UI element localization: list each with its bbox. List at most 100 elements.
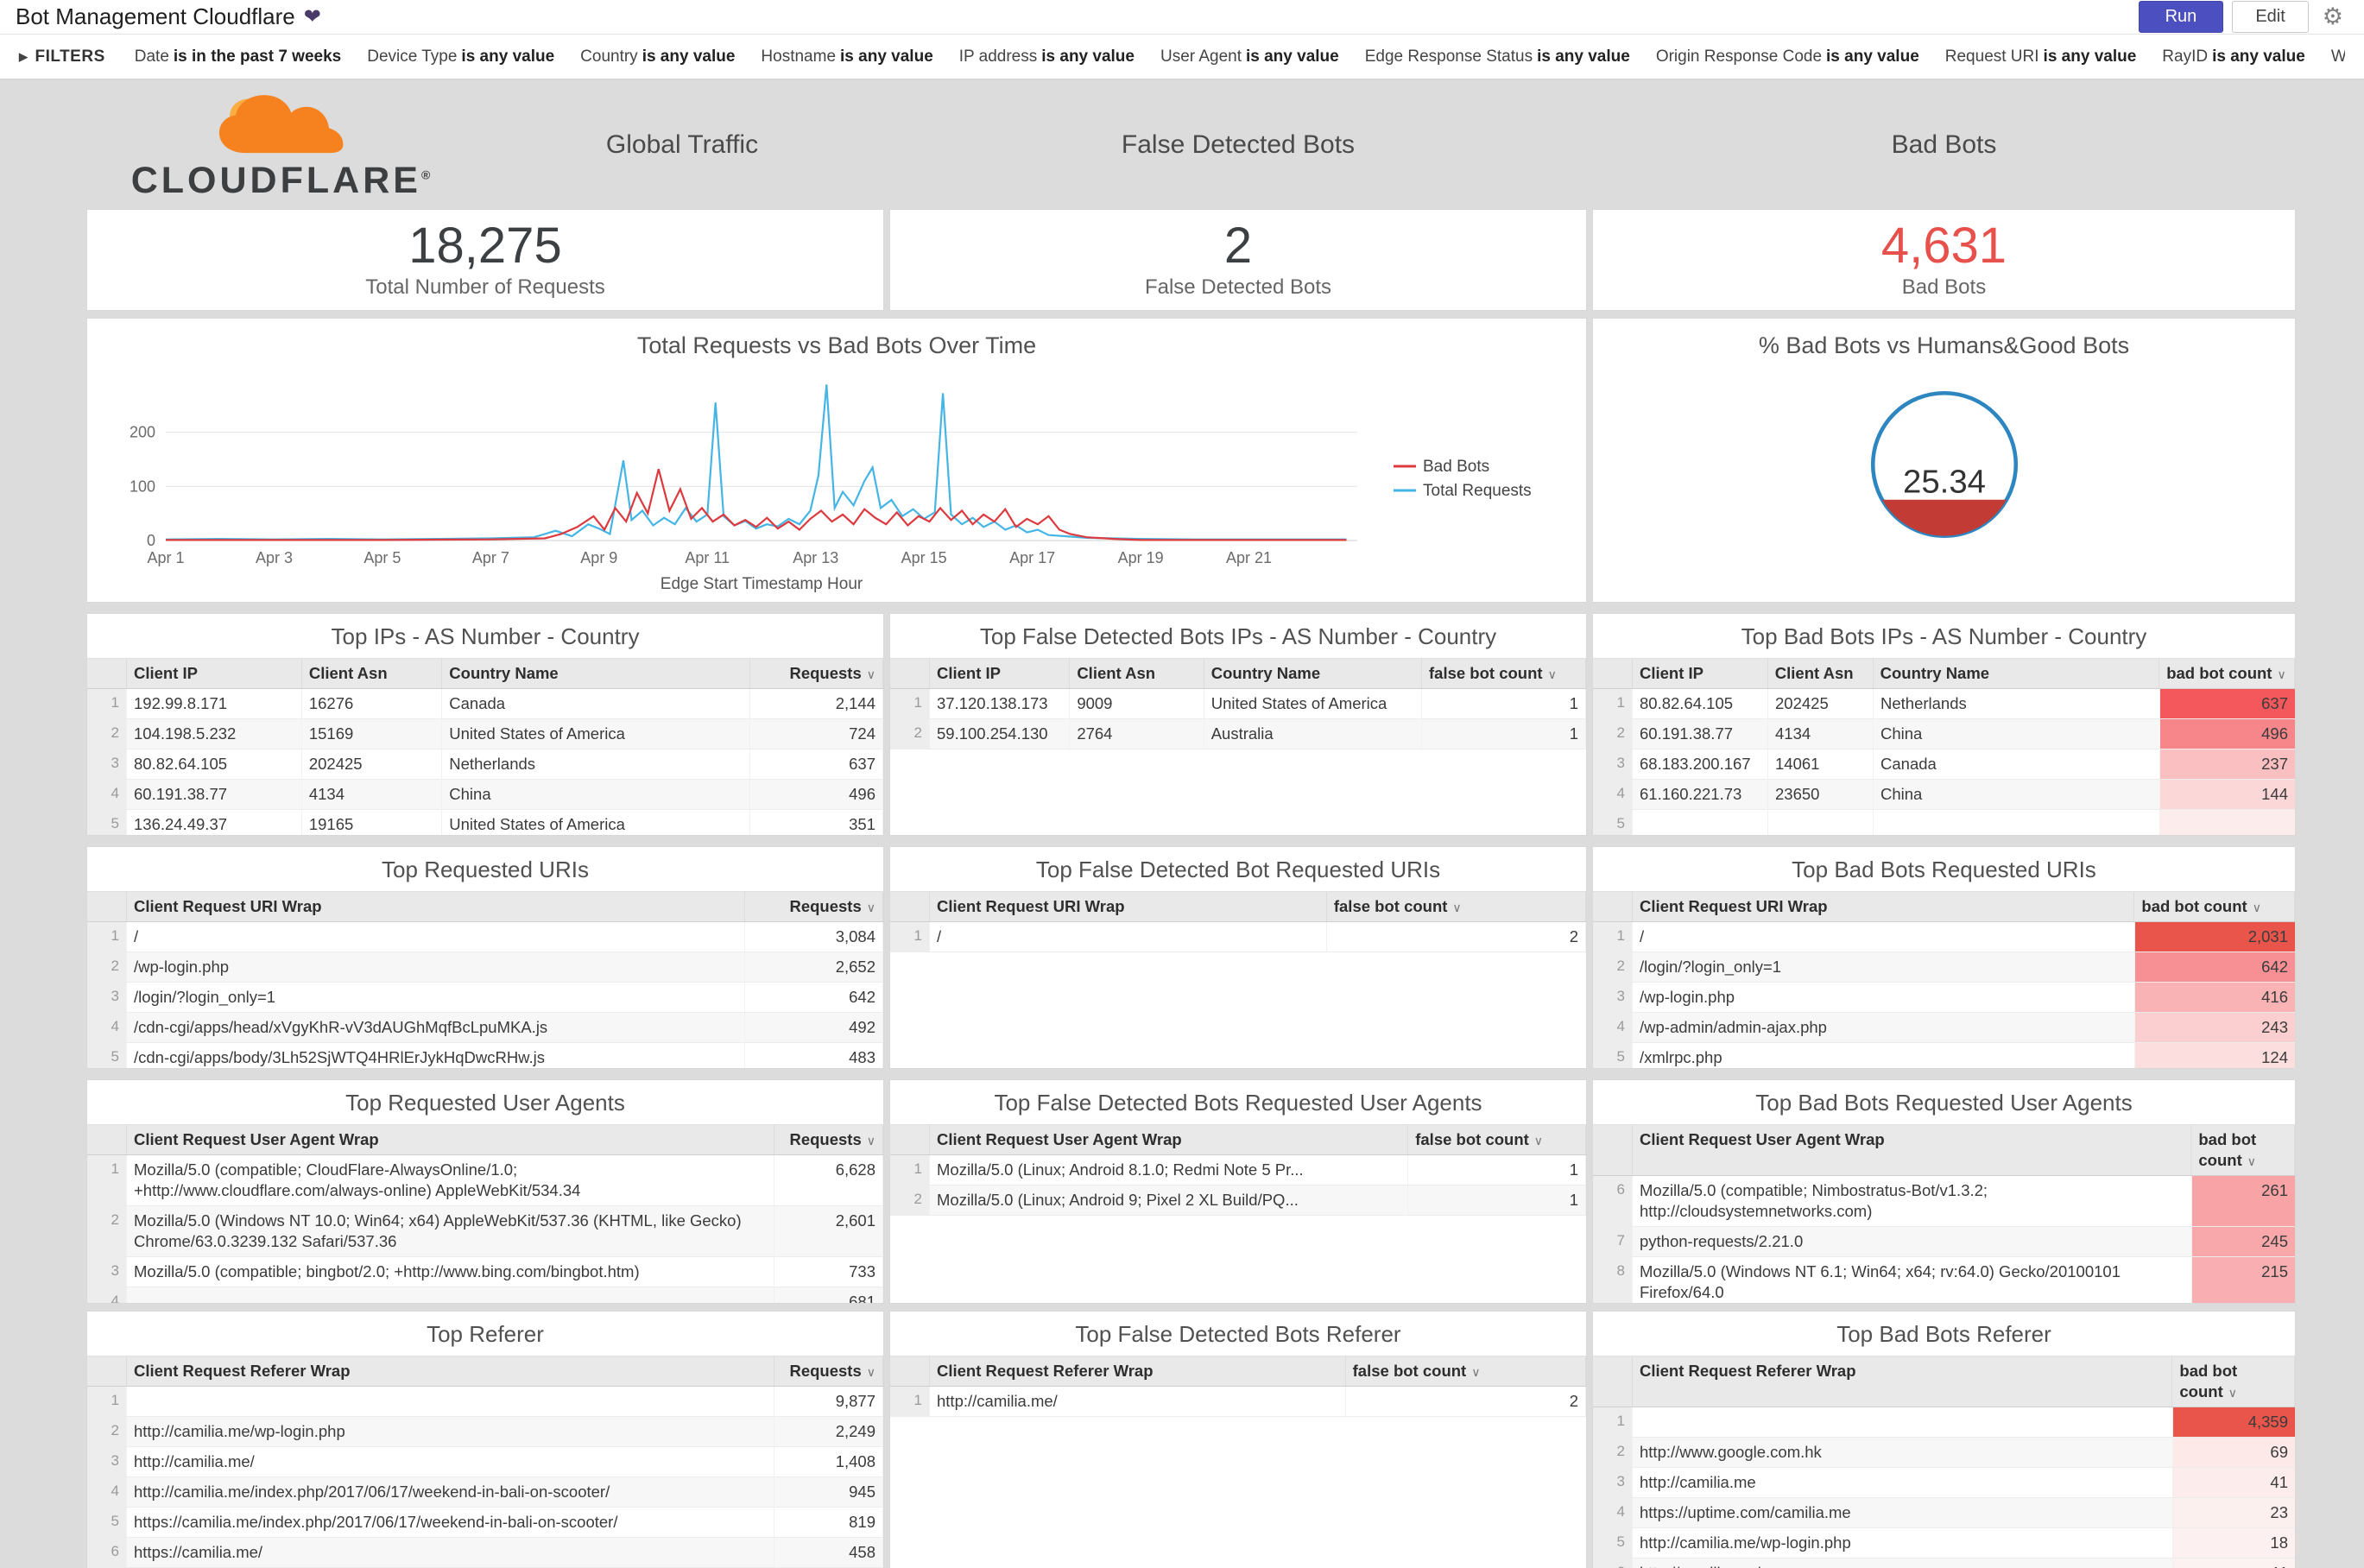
measure-cell[interactable]: 3,084 bbox=[745, 922, 883, 952]
measure-cell[interactable]: 237 bbox=[2160, 749, 2295, 780]
filter-item[interactable]: Country is any value bbox=[580, 47, 735, 66]
column-header[interactable]: bad bot count ∨ bbox=[2172, 1356, 2295, 1407]
measure-cell[interactable]: 243 bbox=[2135, 1013, 2295, 1043]
filter-item[interactable]: Request URI is any value bbox=[1945, 47, 2137, 66]
column-header[interactable]: Requests ∨ bbox=[750, 659, 883, 689]
measure-cell[interactable]: 492 bbox=[745, 1013, 883, 1043]
kpi-value[interactable]: 18,275 bbox=[408, 217, 562, 274]
column-header[interactable]: false bot count ∨ bbox=[1327, 892, 1586, 922]
column-header[interactable]: Client Asn bbox=[1768, 659, 1874, 689]
measure-cell[interactable] bbox=[2160, 810, 2295, 835]
measure-cell[interactable]: 1 bbox=[1422, 719, 1586, 749]
filters-toggle[interactable]: ▶ FILTERS bbox=[19, 47, 105, 66]
measure-cell[interactable]: 215 bbox=[2192, 1257, 2295, 1303]
measure-cell[interactable]: 2,652 bbox=[745, 952, 883, 983]
measure-cell[interactable]: 245 bbox=[2192, 1227, 2295, 1257]
measure-cell[interactable]: 483 bbox=[745, 1043, 883, 1068]
column-header[interactable]: Client Asn bbox=[1070, 659, 1204, 689]
filter-item[interactable]: Origin Response Code is any value bbox=[1656, 47, 1919, 66]
row-number: 4 bbox=[87, 1477, 127, 1508]
measure-cell[interactable]: 819 bbox=[774, 1508, 883, 1538]
measure-cell[interactable]: 458 bbox=[774, 1538, 883, 1568]
column-header[interactable]: false bot count ∨ bbox=[1422, 659, 1586, 689]
measure-cell[interactable]: 2,601 bbox=[774, 1206, 883, 1257]
measure-cell[interactable]: 41 bbox=[2173, 1468, 2295, 1498]
measure-cell[interactable]: 733 bbox=[774, 1257, 883, 1287]
run-button[interactable]: Run bbox=[2138, 1, 2224, 33]
column-header[interactable]: bad bot count ∨ bbox=[2159, 659, 2295, 689]
column-header[interactable]: Country Name bbox=[1204, 659, 1422, 689]
column-header[interactable]: Client IP bbox=[1633, 659, 1768, 689]
table-cell: 192.99.8.171 bbox=[127, 689, 302, 719]
column-header[interactable]: Client Request URI Wrap bbox=[127, 892, 745, 922]
measure-cell[interactable]: 144 bbox=[2160, 780, 2295, 810]
column-header[interactable]: false bot count ∨ bbox=[1408, 1125, 1586, 1155]
column-header[interactable]: Requests ∨ bbox=[774, 1125, 883, 1155]
column-header[interactable]: Country Name bbox=[1874, 659, 2160, 689]
measure-cell[interactable]: 496 bbox=[750, 780, 883, 810]
measure-cell[interactable]: 4,359 bbox=[2173, 1407, 2295, 1438]
column-header[interactable]: Client Request User Agent Wrap bbox=[930, 1125, 1409, 1155]
column-header[interactable]: Client Request Referer Wrap bbox=[1633, 1356, 2173, 1407]
kpi-value[interactable]: 2 bbox=[1223, 217, 1253, 274]
column-header[interactable]: Client Request User Agent Wrap bbox=[127, 1125, 774, 1155]
measure-cell[interactable]: 2 bbox=[1327, 922, 1586, 952]
timeseries-chart[interactable]: 0 100 200 Apr 1 Apr 3 Apr 5 Apr 7 Apr 9 Apr 11 Ap… bbox=[87, 364, 1586, 600]
measure-cell[interactable]: 18 bbox=[2173, 1528, 2295, 1559]
settings-gear-icon[interactable]: ⚙ bbox=[2322, 3, 2343, 29]
measure-cell[interactable]: 6,628 bbox=[774, 1155, 883, 1206]
column-header[interactable]: bad bot count ∨ bbox=[2191, 1125, 2295, 1176]
gauge-chart[interactable]: 25.34 bbox=[1593, 373, 2295, 560]
measure-cell[interactable]: 637 bbox=[750, 749, 883, 780]
measure-cell[interactable]: 124 bbox=[2135, 1043, 2295, 1068]
measure-cell[interactable]: 9,877 bbox=[774, 1387, 883, 1417]
measure-cell[interactable]: 1 bbox=[1408, 1155, 1586, 1185]
measure-cell[interactable]: 637 bbox=[2160, 689, 2295, 719]
measure-cell[interactable]: 2,144 bbox=[750, 689, 883, 719]
measure-cell[interactable]: 1 bbox=[1422, 689, 1586, 719]
measure-cell[interactable]: 642 bbox=[2135, 952, 2295, 983]
measure-cell[interactable]: 2,031 bbox=[2135, 922, 2295, 952]
column-header[interactable]: Requests ∨ bbox=[774, 1356, 883, 1387]
measure-cell[interactable]: 2,249 bbox=[774, 1417, 883, 1447]
column-header[interactable]: Requests ∨ bbox=[745, 892, 883, 922]
measure-cell[interactable]: 1 bbox=[1408, 1185, 1586, 1216]
column-header[interactable]: Client Request User Agent Wrap bbox=[1633, 1125, 2192, 1176]
kpi-value[interactable]: 4,631 bbox=[1880, 217, 2007, 274]
column-header[interactable]: bad bot count ∨ bbox=[2134, 892, 2295, 922]
filter-item[interactable]: Worker Subrequestis... bbox=[2331, 47, 2345, 66]
measure-cell[interactable]: 1,408 bbox=[774, 1447, 883, 1477]
measure-cell[interactable]: 496 bbox=[2160, 719, 2295, 749]
edit-button[interactable]: Edit bbox=[2232, 1, 2309, 33]
column-header[interactable]: Client Request Referer Wrap bbox=[930, 1356, 1346, 1387]
filter-item[interactable]: Device Type is any value bbox=[367, 47, 554, 66]
measure-cell[interactable]: 69 bbox=[2173, 1438, 2295, 1468]
measure-cell[interactable]: 11 bbox=[2173, 1559, 2295, 1568]
measure-cell[interactable]: 23 bbox=[2173, 1498, 2295, 1528]
measure-cell[interactable]: 261 bbox=[2192, 1176, 2295, 1227]
measure-cell[interactable]: 416 bbox=[2135, 983, 2295, 1013]
measure-cell[interactable]: 724 bbox=[750, 719, 883, 749]
filter-item[interactable]: RayID is any value bbox=[2162, 47, 2305, 66]
column-header[interactable]: Client Request URI Wrap bbox=[930, 892, 1327, 922]
column-header[interactable]: Client IP bbox=[930, 659, 1071, 689]
column-header[interactable]: Client Asn bbox=[302, 659, 443, 689]
measure-cell[interactable]: 681 bbox=[774, 1287, 883, 1303]
column-header[interactable]: Country Name bbox=[442, 659, 750, 689]
measure-cell[interactable]: 2 bbox=[1346, 1387, 1586, 1417]
legend-entry[interactable]: Bad Bots bbox=[1394, 458, 1489, 476]
filter-item[interactable]: Date is in the past 7 weeks bbox=[135, 47, 341, 66]
column-header[interactable]: false bot count ∨ bbox=[1346, 1356, 1586, 1387]
filter-item[interactable]: Edge Response Status is any value bbox=[1365, 47, 1630, 66]
filter-item[interactable]: User Agent is any value bbox=[1160, 47, 1339, 66]
column-header[interactable]: Client IP bbox=[127, 659, 302, 689]
measure-cell[interactable]: 642 bbox=[745, 983, 883, 1013]
favorite-heart-icon[interactable]: ❤ bbox=[303, 5, 321, 28]
filter-item[interactable]: Hostname is any value bbox=[761, 47, 932, 66]
column-header[interactable]: Client Request URI Wrap bbox=[1633, 892, 2135, 922]
filter-item[interactable]: IP address is any value bbox=[959, 47, 1135, 66]
legend-entry[interactable]: Total Requests bbox=[1394, 482, 1532, 500]
measure-cell[interactable]: 945 bbox=[774, 1477, 883, 1508]
column-header[interactable]: Client Request Referer Wrap bbox=[127, 1356, 774, 1387]
measure-cell[interactable]: 351 bbox=[750, 810, 883, 835]
